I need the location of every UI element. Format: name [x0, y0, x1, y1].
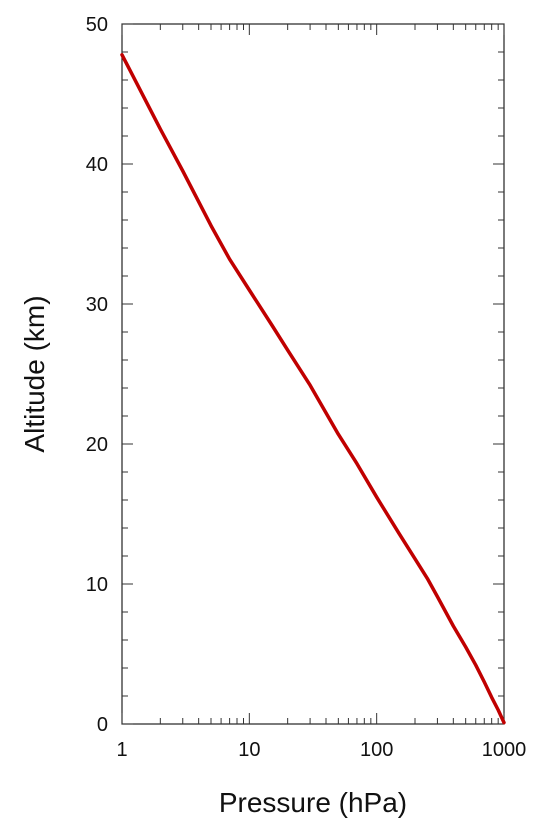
x-axis-ticks [121, 24, 505, 724]
y-tick-label: 40 [86, 154, 108, 176]
y-axis-tick-labels: 0 10 20 30 40 50 [86, 14, 108, 736]
y-axis-title: Altitude (km) [19, 295, 50, 452]
y-tick-label: 30 [86, 294, 108, 316]
altitude-pressure-line [120, 53, 506, 725]
y-tick-label: 50 [86, 14, 108, 36]
plot-frame [121, 23, 505, 725]
x-tick-label: 1 [116, 739, 127, 761]
y-tick-label: 10 [86, 574, 108, 596]
x-tick-label: 100 [360, 739, 393, 761]
x-tick-label: 10 [238, 739, 260, 761]
x-axis-tick-labels: 1 10 100 1000 [116, 739, 526, 761]
y-tick-label: 0 [97, 714, 108, 736]
y-axis-ticks [122, 23, 504, 725]
x-tick-label: 1000 [482, 739, 527, 761]
y-tick-label: 20 [86, 434, 108, 456]
x-axis-title: Pressure (hPa) [219, 787, 407, 818]
series-layer [120, 53, 506, 725]
